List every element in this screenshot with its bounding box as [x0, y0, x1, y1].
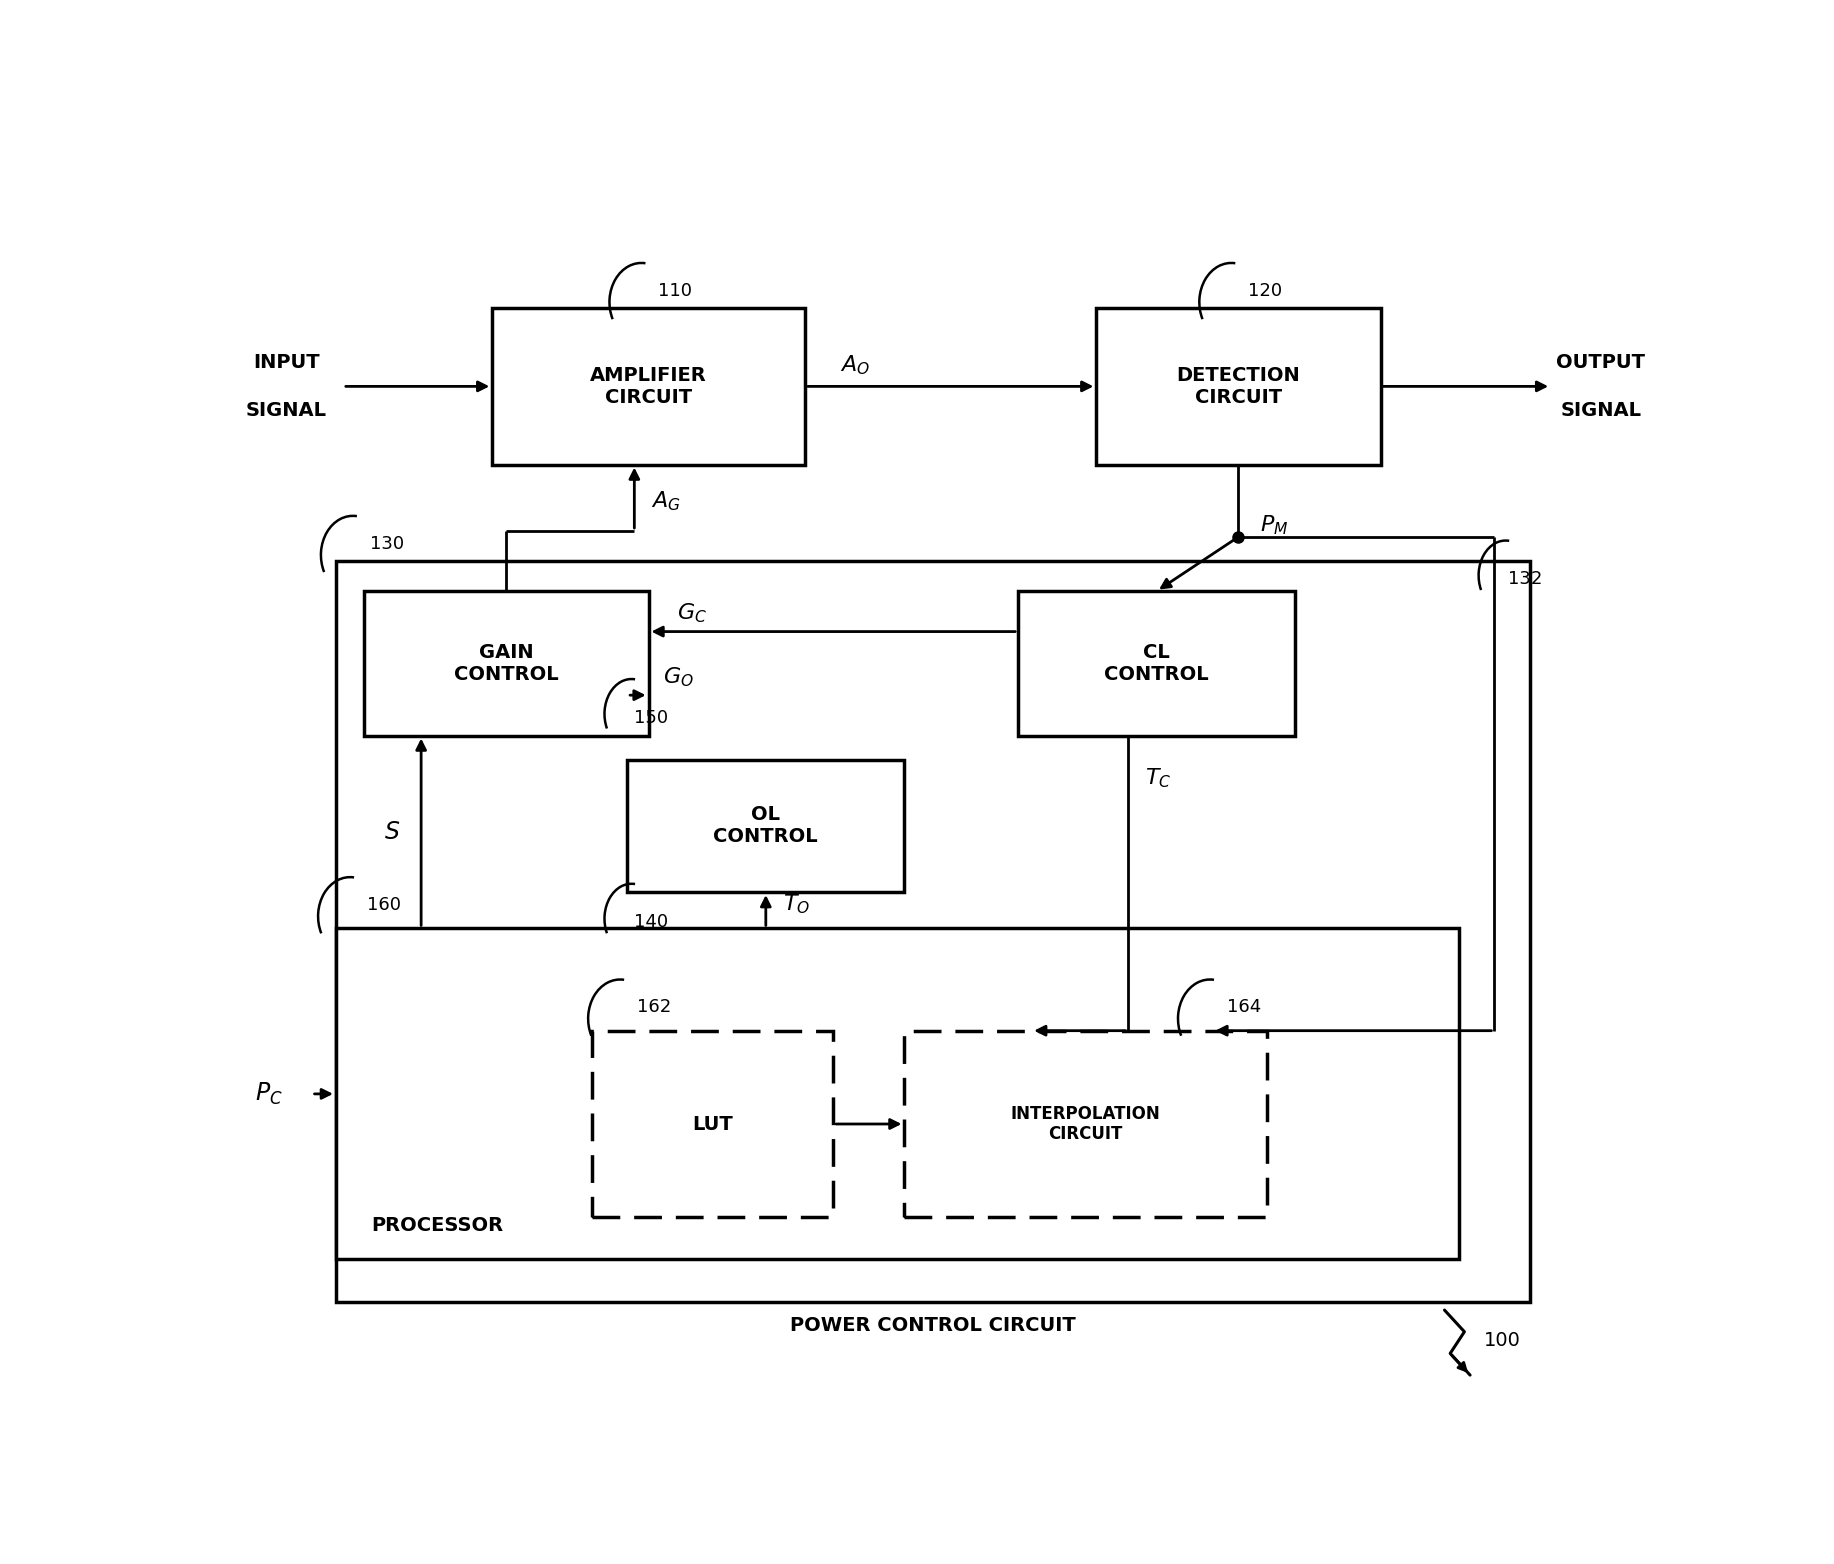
Text: SIGNAL: SIGNAL	[246, 400, 326, 421]
Bar	[627, 760, 904, 891]
Text: OUTPUT: OUTPUT	[1557, 353, 1645, 372]
Bar	[492, 308, 805, 465]
Text: PROCESSOR: PROCESSOR	[370, 1217, 504, 1236]
Text: 162: 162	[636, 998, 671, 1017]
Text: CL
CONTROL: CL CONTROL	[1104, 643, 1209, 683]
Text: POWER CONTROL CIRCUIT: POWER CONTROL CIRCUIT	[790, 1315, 1077, 1336]
Text: $T_C$: $T_C$	[1144, 766, 1172, 790]
Text: INTERPOLATION
CIRCUIT: INTERPOLATION CIRCUIT	[1011, 1104, 1161, 1143]
Text: 150: 150	[635, 708, 668, 727]
Text: $A_O$: $A_O$	[840, 353, 871, 377]
Bar	[1097, 308, 1381, 465]
Text: SIGNAL: SIGNAL	[1561, 400, 1641, 421]
Text: 132: 132	[1508, 569, 1542, 588]
Text: 164: 164	[1227, 998, 1262, 1017]
Bar	[1018, 591, 1295, 735]
Text: $T_O$: $T_O$	[783, 893, 811, 917]
Bar	[336, 929, 1458, 1259]
Text: $A_G$: $A_G$	[651, 490, 680, 513]
Bar	[365, 591, 649, 735]
Text: $G_O$: $G_O$	[662, 665, 693, 688]
Text: 140: 140	[635, 913, 668, 931]
Text: 100: 100	[1484, 1331, 1520, 1350]
Text: AMPLIFIER
CIRCUIT: AMPLIFIER CIRCUIT	[591, 366, 706, 407]
Text: $P_C$: $P_C$	[255, 1081, 282, 1107]
Text: GAIN
CONTROL: GAIN CONTROL	[455, 643, 559, 683]
Text: 160: 160	[367, 896, 402, 913]
Text: 110: 110	[658, 282, 693, 300]
Bar	[592, 1031, 833, 1217]
Text: INPUT: INPUT	[253, 353, 319, 372]
Text: OL
CONTROL: OL CONTROL	[713, 805, 818, 846]
Text: LUT: LUT	[691, 1115, 734, 1134]
Text: DETECTION
CIRCUIT: DETECTION CIRCUIT	[1177, 366, 1300, 407]
Text: $P_M$: $P_M$	[1260, 513, 1287, 536]
Text: S: S	[385, 820, 400, 845]
Text: $G_C$: $G_C$	[677, 602, 706, 626]
Text: 120: 120	[1249, 282, 1282, 300]
Bar	[904, 1031, 1267, 1217]
Bar	[336, 561, 1530, 1301]
Text: 130: 130	[370, 535, 403, 552]
